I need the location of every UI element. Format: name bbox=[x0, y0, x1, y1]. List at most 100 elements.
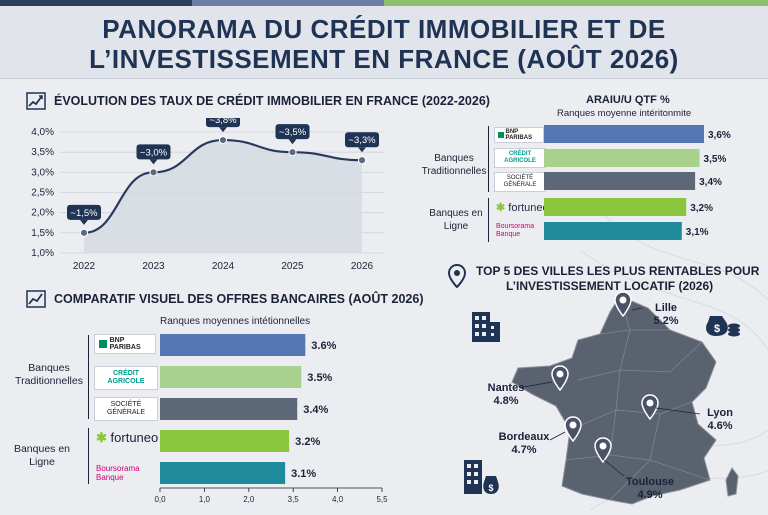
bracket-online bbox=[88, 428, 89, 484]
data-point bbox=[288, 148, 297, 157]
offers-chart-title: COMPARATIF VISUEL DES OFFRES BANCAIRES (… bbox=[54, 292, 424, 306]
group-label-online: Banques en Ligne bbox=[13, 443, 71, 468]
data-label-bubble bbox=[275, 124, 310, 140]
y-tick-label: 1,0% bbox=[31, 248, 54, 259]
mini-fortuneo-logo: ✱ fortuneo bbox=[496, 202, 549, 214]
map-title-line2: L’INVESTISSEMENT LOCATIF (2026) bbox=[506, 279, 714, 293]
france-map bbox=[511, 295, 739, 505]
societe-generale-logo: SOCIÉTÉ GÉNÉRALE bbox=[94, 397, 158, 421]
nantes-pin-icon bbox=[551, 365, 569, 391]
offers-bar-chart: 3.6% 3.5% 3.4% 3.2% 3.1% 0,0 1,0 2,0 3,5 4,0 5,5 bbox=[154, 334, 388, 504]
building-money-icon: $ bbox=[464, 460, 499, 494]
data-point bbox=[149, 168, 158, 177]
data-label: ~3,0% bbox=[140, 147, 168, 158]
mini-boursorama-logo: Boursorama Banque bbox=[496, 223, 535, 238]
mini-bar bbox=[544, 149, 700, 167]
y-tick-label: 2,5% bbox=[31, 188, 54, 199]
money-bag-icon: $ bbox=[706, 316, 740, 337]
data-label-pointer bbox=[288, 139, 297, 145]
data-point bbox=[357, 156, 367, 165]
offer-bar bbox=[160, 334, 306, 356]
x-tick-label: 4,0 bbox=[332, 495, 344, 504]
y-tick-label: 2,0% bbox=[31, 208, 54, 219]
data-point bbox=[79, 228, 89, 237]
x-tick-label: 2025 bbox=[281, 261, 304, 272]
mini-bracket-traditional bbox=[488, 126, 489, 192]
header-banner: PANORAMA DU CRÉDIT IMMOBILIER ET DE L’IN… bbox=[0, 6, 768, 79]
map-pin-icon bbox=[448, 264, 466, 288]
x-tick-label: 1,0 bbox=[199, 495, 211, 504]
offer-value-label: 3.6% bbox=[311, 340, 336, 352]
mini-bracket-online bbox=[488, 198, 489, 242]
mini-chart-subtitle: Ranques moyenne intéritonmite bbox=[557, 108, 692, 119]
boursorama-logo: Boursorama Banque bbox=[96, 464, 140, 482]
data-label: ~1,5% bbox=[70, 208, 98, 219]
data-label-pointer bbox=[80, 219, 88, 225]
x-tick-label: 5,5 bbox=[376, 495, 388, 504]
offers-chart-subtitle: Ranques moyennes intétionnelles bbox=[160, 316, 311, 327]
y-tick-label: 3,5% bbox=[31, 147, 54, 158]
page-title-line1: PANORAMA DU CRÉDIT IMMOBILIER ET DE bbox=[102, 14, 666, 44]
series-line bbox=[83, 138, 363, 234]
data-label: ~3,8% bbox=[209, 118, 237, 126]
mini-bar bbox=[544, 172, 696, 190]
mini-chart-title: ARAIU/U QTF % bbox=[586, 94, 670, 106]
city-label-lille: Lille 5.2% bbox=[653, 302, 679, 327]
mini-group-online: Banques en Ligne bbox=[429, 208, 483, 232]
mini-value-label: 3,2% bbox=[690, 203, 713, 214]
data-label-bubble bbox=[67, 204, 101, 220]
data-label-pointer bbox=[219, 127, 227, 133]
svg-text:$: $ bbox=[488, 483, 493, 493]
bnp-paribas-logo: BNP PARIBAS bbox=[94, 334, 156, 354]
data-point bbox=[218, 135, 228, 145]
svg-text:$: $ bbox=[714, 323, 720, 335]
x-tick-label: 3,5 bbox=[288, 495, 300, 504]
bracket-traditional bbox=[88, 335, 89, 419]
mini-value-label: 3,1% bbox=[686, 227, 709, 238]
data-label: ~3,3% bbox=[348, 135, 376, 146]
y-tick-label: 1,5% bbox=[31, 228, 54, 239]
line-chart-icon bbox=[26, 92, 46, 110]
map-title-line1: TOP 5 DES VILLES LES PLUS RENTABLES POUR bbox=[476, 264, 760, 278]
city-label-lyon: Lyon 4.6% bbox=[707, 407, 733, 432]
data-label-pointer bbox=[149, 159, 158, 165]
city-connector-lines bbox=[520, 307, 701, 477]
bordeaux-pin-icon bbox=[564, 416, 582, 442]
mini-sg-logo: SOCIÉTÉ GÉNÉRALE bbox=[494, 172, 546, 192]
y-tick-label: 3,0% bbox=[31, 167, 54, 178]
mini-group-traditional: Banques Traditionnelles bbox=[421, 153, 487, 177]
rate-line-chart: 1,0% 1,5% 2,0% 2,5% 3,0% 3,5% 4,0% 2022 2023 2024… bbox=[31, 118, 384, 272]
data-label-pointer bbox=[358, 147, 366, 153]
mini-value-label: 3,4% bbox=[699, 177, 722, 188]
lyon-pin-icon bbox=[641, 394, 659, 420]
x-tick-label: 2026 bbox=[351, 261, 374, 272]
city-label-nantes: Nantes 4.8% bbox=[487, 382, 525, 407]
line-area-fill bbox=[84, 140, 362, 253]
group-label-traditional: Banques Traditionnelles bbox=[15, 362, 83, 387]
mini-bar bbox=[544, 198, 687, 216]
offer-value-label: 3.1% bbox=[291, 468, 316, 480]
x-tick-label: 2022 bbox=[73, 261, 96, 272]
page-title-line2: L’INVESTISSEMENT EN FRANCE (AOÛT 2026) bbox=[89, 44, 679, 74]
building-icon bbox=[472, 312, 500, 342]
data-label-bubble bbox=[136, 144, 171, 160]
fortuneo-logo: ✱ fortuneo bbox=[96, 430, 159, 445]
top-color-bar bbox=[0, 0, 768, 6]
toulouse-pin-icon bbox=[594, 437, 612, 463]
data-label-bubble bbox=[206, 118, 240, 128]
mini-bar-chart: 3,6% 3,5% 3,4% 3,2% 3,1% bbox=[544, 125, 731, 240]
x-tick-label: 2024 bbox=[212, 261, 235, 272]
offer-value-label: 3.5% bbox=[307, 372, 332, 384]
data-label-bubble bbox=[345, 132, 379, 148]
offer-bar bbox=[160, 398, 298, 420]
city-label-bordeaux: Bordeaux 4.7% bbox=[498, 431, 550, 456]
mini-value-label: 3,6% bbox=[708, 130, 731, 141]
x-tick-label: 2,0 bbox=[243, 495, 255, 504]
offer-bar bbox=[160, 462, 286, 484]
mini-bnp-logo: BNP PARIBAS bbox=[494, 127, 544, 143]
mini-bar bbox=[544, 222, 682, 240]
offer-value-label: 3.2% bbox=[295, 436, 320, 448]
offer-bar bbox=[160, 366, 302, 388]
credit-agricole-logo: CRÉDIT AGRICOLE bbox=[94, 366, 158, 390]
city-label-toulouse: Toulouse 4.9% bbox=[625, 476, 675, 501]
